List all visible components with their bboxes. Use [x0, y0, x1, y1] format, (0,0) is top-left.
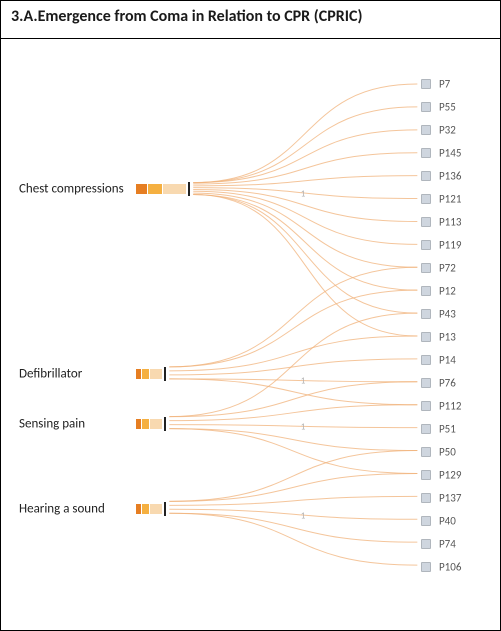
target-node-box — [421, 332, 431, 342]
target-label: P55 — [439, 101, 456, 114]
source-node-segment — [136, 504, 141, 514]
target-label: P12 — [439, 285, 456, 298]
edge — [193, 195, 417, 314]
edge — [169, 513, 417, 542]
target-label: P119 — [439, 239, 461, 252]
target-label: P72 — [439, 262, 456, 275]
edge — [169, 513, 417, 565]
target-node-box — [421, 263, 431, 273]
target-node-box — [421, 217, 431, 227]
target-label: P112 — [439, 400, 461, 413]
target-label: P14 — [439, 354, 456, 367]
edge — [193, 84, 417, 183]
source-label: Chest compressions — [19, 182, 124, 197]
target-label: P137 — [439, 492, 461, 505]
target-label: P40 — [439, 515, 456, 528]
target-label: P50 — [439, 446, 456, 459]
edge — [169, 359, 417, 375]
target-node-box — [421, 309, 431, 319]
target-node-box — [421, 516, 431, 526]
target-node-box — [421, 447, 431, 457]
target-node-box — [421, 401, 431, 411]
target-node-box — [421, 470, 431, 480]
source-node-segment — [148, 184, 162, 194]
target-label: P106 — [439, 561, 461, 574]
target-node-box — [421, 424, 431, 434]
figure-title: 3.A.Emergence from Coma in Relation to C… — [1, 1, 500, 39]
target-node-box — [421, 493, 431, 503]
figure-frame: 3.A.Emergence from Coma in Relation to C… — [0, 0, 501, 631]
target-node-box — [421, 240, 431, 250]
source-node-tick — [188, 182, 190, 196]
source-node-segment — [142, 504, 149, 514]
target-label: P32 — [439, 124, 456, 137]
target-label: P51 — [439, 423, 456, 436]
bipartite-chart: 1 1 1 1 Chest compressions Defibrillator Sensi… — [1, 39, 500, 630]
source-node-segment — [150, 369, 162, 379]
edge — [169, 405, 417, 421]
edge — [169, 429, 417, 451]
target-node-box — [421, 355, 431, 365]
target-label: P129 — [439, 469, 461, 482]
source-node-segment — [136, 419, 141, 429]
target-label: P113 — [439, 216, 461, 229]
target-label: P74 — [439, 538, 456, 551]
source-node-segment — [136, 369, 141, 379]
target-node-box — [421, 148, 431, 158]
source-node-tick — [164, 417, 166, 431]
target-label: P136 — [439, 170, 461, 183]
target-node-box — [421, 378, 431, 388]
target-label: P121 — [439, 193, 461, 206]
source-label: Defibrillator — [19, 367, 82, 382]
target-node-box — [421, 102, 431, 112]
target-label: P76 — [439, 377, 456, 390]
target-node-box — [421, 79, 431, 89]
target-label: P7 — [439, 78, 450, 91]
edge-weight-label: 1 — [301, 422, 306, 433]
edge-weight-label: 1 — [301, 510, 306, 521]
source-node-segment — [150, 504, 162, 514]
target-node-box — [421, 194, 431, 204]
edge — [169, 425, 417, 428]
target-node-box — [421, 171, 431, 181]
source-label: Hearing a sound — [19, 502, 105, 517]
target-label: P145 — [439, 147, 461, 160]
source-node-tick — [164, 502, 166, 516]
edge — [193, 130, 417, 183]
edge — [169, 290, 417, 367]
edge — [169, 429, 417, 474]
source-node-tick — [164, 367, 166, 381]
edge — [193, 193, 417, 267]
target-label: P43 — [439, 308, 456, 321]
target-node-box — [421, 125, 431, 135]
source-node-segment — [136, 184, 147, 194]
edge-weight-label: 1 — [301, 376, 306, 387]
target-label: P13 — [439, 331, 456, 344]
source-node-segment — [150, 419, 162, 429]
edge — [169, 451, 417, 502]
target-node-box — [421, 539, 431, 549]
source-node-segment — [142, 419, 149, 429]
edge — [169, 267, 417, 367]
source-node-segment — [163, 184, 186, 194]
edge — [169, 382, 417, 417]
edge — [169, 336, 417, 371]
target-node-box — [421, 562, 431, 572]
target-node-box — [421, 286, 431, 296]
edge-weight-label: 1 — [301, 188, 306, 199]
edge — [193, 107, 417, 183]
source-label: Sensing pain — [19, 417, 85, 432]
source-node-segment — [142, 369, 149, 379]
